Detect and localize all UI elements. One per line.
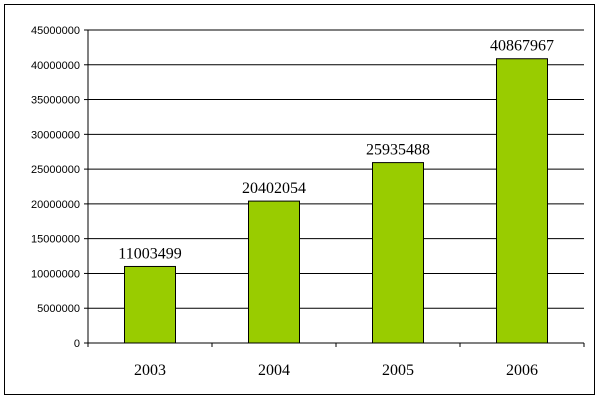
x-tick-label: 2006 [506, 362, 538, 379]
x-tick-label: 2005 [382, 362, 414, 379]
y-tick-label: 10000000 [31, 268, 80, 280]
y-tick-label: 25000000 [31, 164, 80, 176]
bar [496, 58, 548, 344]
y-tick-label: 40000000 [31, 60, 80, 72]
y-tick-label: 30000000 [31, 129, 80, 141]
y-tick-label: 45000000 [31, 25, 80, 37]
data-label: 20402054 [242, 180, 306, 197]
y-tick-label: 5000000 [37, 303, 80, 315]
data-label: 11003499 [118, 245, 181, 262]
bar [248, 200, 300, 344]
y-tick-label: 20000000 [31, 199, 80, 211]
x-tick-label: 2003 [134, 362, 166, 379]
x-tick-label: 2004 [258, 362, 290, 379]
data-label: 40867967 [490, 38, 554, 55]
data-label: 25935488 [366, 142, 430, 159]
y-tick-label: 0 [74, 338, 80, 350]
y-tick-label: 35000000 [31, 95, 80, 107]
bar [124, 265, 176, 344]
bar [372, 162, 424, 344]
y-tick-label: 15000000 [31, 234, 80, 246]
